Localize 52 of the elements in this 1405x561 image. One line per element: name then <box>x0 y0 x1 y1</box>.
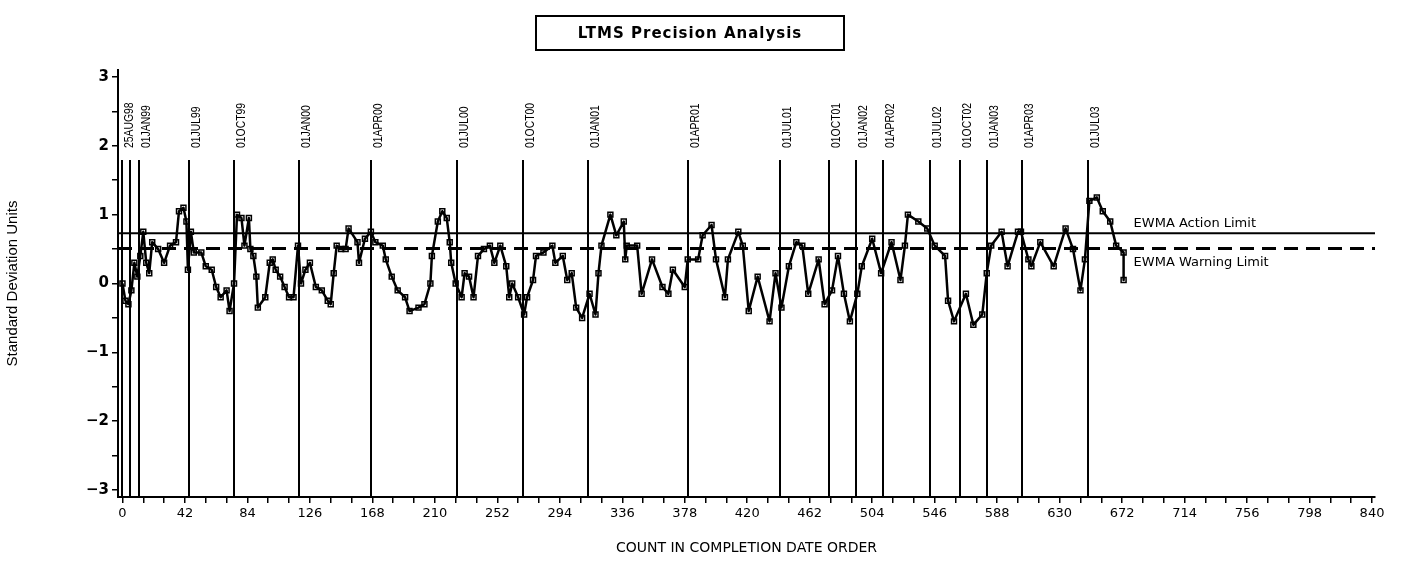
ref-line-label: 01JUL02 <box>928 106 944 148</box>
ref-line-label: 01OCT00 <box>521 102 537 148</box>
x-tick-label: 126 <box>297 505 323 521</box>
x-tick-label: 798 <box>1297 505 1322 521</box>
x-tick-label: 840 <box>1359 505 1385 521</box>
x-tick-label: 504 <box>859 505 885 521</box>
x-tick-label: 252 <box>484 505 510 521</box>
y-tick-label: 1 <box>98 204 109 223</box>
ref-line-label: 01OCT02 <box>958 102 974 148</box>
x-tick-label: 294 <box>547 505 573 521</box>
ref-line-label: EWMA Warning Limit <box>1133 254 1269 270</box>
ref-line-label: 01JAN01 <box>586 105 602 148</box>
ref-line-label: 01OCT99 <box>232 102 248 148</box>
y-tick-label: −1 <box>85 342 109 361</box>
ref-line-label: 01APR00 <box>369 103 385 148</box>
ref-line-label: 25AUG98 <box>120 101 136 148</box>
ref-line-label: 01JUL03 <box>1086 105 1102 148</box>
ref-line-label: 01JUL99 <box>187 106 203 148</box>
x-tick-label: 0 <box>118 505 127 521</box>
x-tick-label: 42 <box>176 505 194 521</box>
y-axis-title: Standard Deviation Units <box>3 200 21 367</box>
x-tick-label: 588 <box>984 505 1010 521</box>
x-tick-label: 462 <box>797 505 823 521</box>
ref-line-label: 01JAN99 <box>137 105 153 148</box>
ref-line-label: 01OCT01 <box>827 102 843 148</box>
x-tick-label: 168 <box>359 505 385 521</box>
ref-line-label: 01JAN00 <box>297 104 313 148</box>
ref-line-label: 01APR01 <box>686 103 702 148</box>
x-axis-title: COUNT IN COMPLETION DATE ORDER <box>615 539 878 556</box>
x-tick-label: 210 <box>422 505 448 521</box>
y-tick-label: 3 <box>98 66 109 85</box>
y-tick-label: 0 <box>98 273 109 292</box>
ref-line-label: 01JAN02 <box>854 105 870 148</box>
x-tick-label: 672 <box>1109 505 1135 521</box>
ref-line-label: 01JAN03 <box>985 104 1001 148</box>
y-tick-label: −3 <box>85 480 109 498</box>
ref-line-label: 01APR03 <box>1020 103 1036 148</box>
x-tick-label: 336 <box>609 505 635 521</box>
y-tick-label: −2 <box>85 411 109 430</box>
ref-line-label: 01APR02 <box>881 103 897 148</box>
ref-line-label: EWMA Action Limit <box>1133 215 1256 231</box>
x-tick-label: 420 <box>734 505 760 521</box>
x-tick-label: 84 <box>239 505 256 521</box>
x-tick-label: 714 <box>1172 505 1197 521</box>
x-tick-label: 756 <box>1234 505 1260 521</box>
x-tick-label: 378 <box>672 505 698 521</box>
ref-line-label: 01JUL00 <box>455 105 471 148</box>
y-tick-label: 2 <box>98 135 109 154</box>
x-tick-label: 630 <box>1047 505 1073 521</box>
chart-title: LTMS Precision Analysis <box>535 15 845 51</box>
x-tick-label: 546 <box>922 505 948 521</box>
ref-line-label: 01JUL01 <box>778 106 794 148</box>
